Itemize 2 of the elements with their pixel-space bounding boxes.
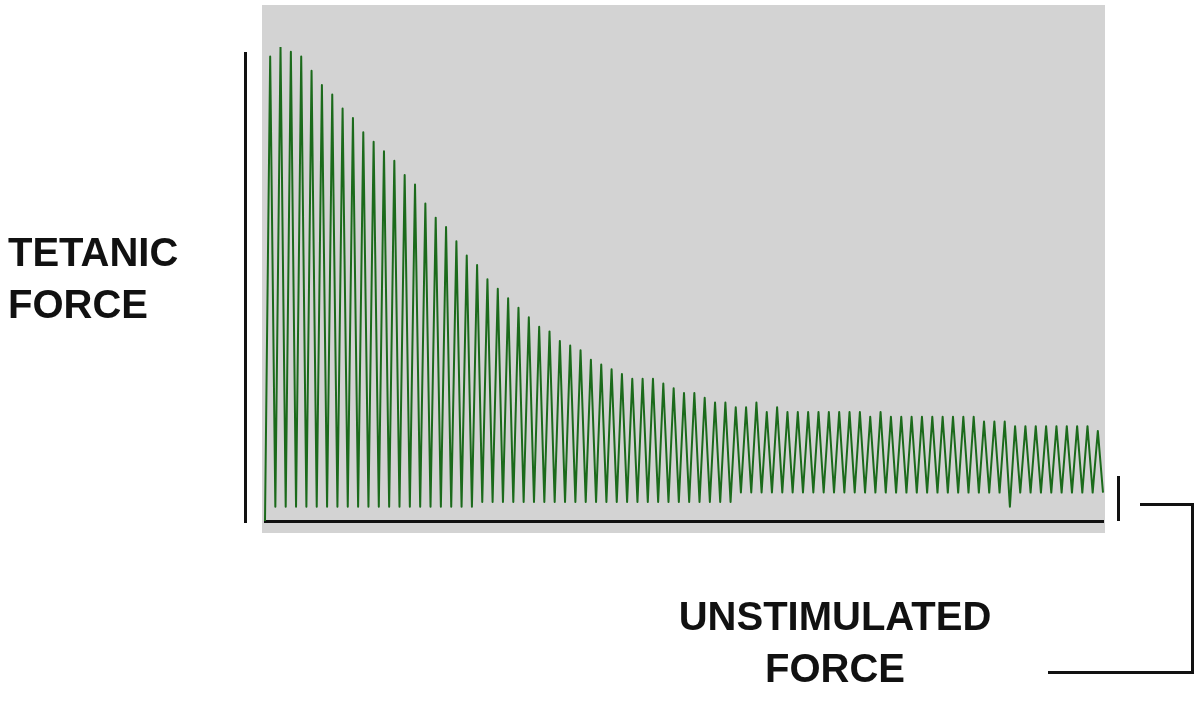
- text: UNSTIMULATED FORCE: [677, 593, 993, 692]
- text: TETANIC FORCE: [8, 229, 180, 328]
